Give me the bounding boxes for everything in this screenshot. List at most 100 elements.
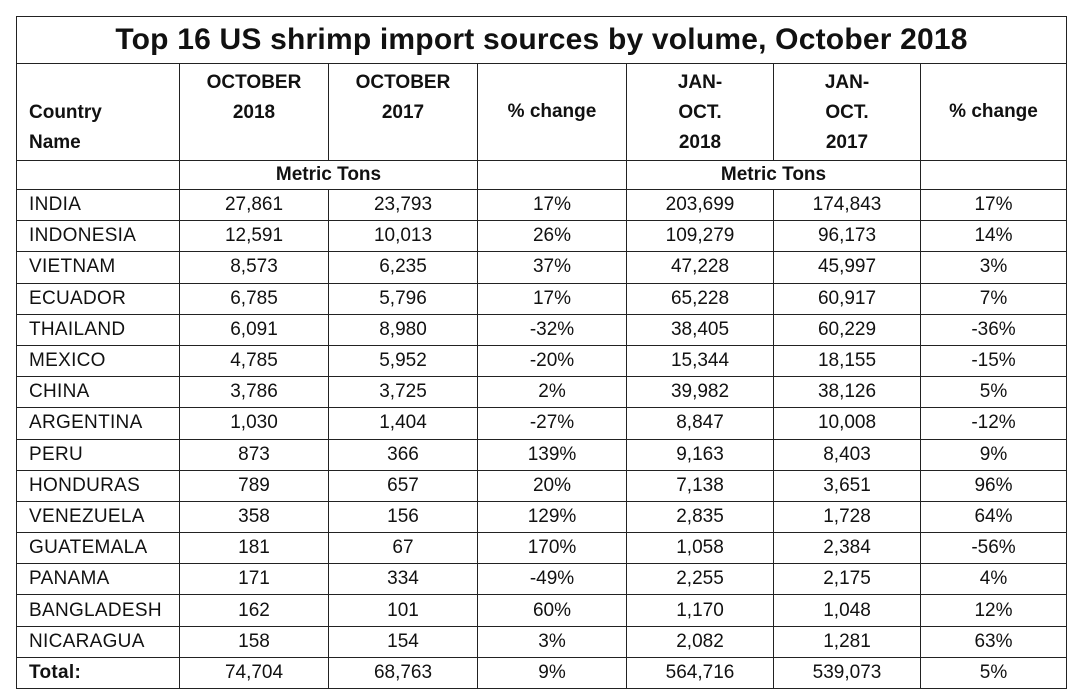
value-cell-ytd2017: 1,728	[773, 500, 921, 534]
value-cell-oct2018: 171	[179, 563, 329, 596]
shrimp-import-table: Top 16 US shrimp import sources by volum…	[15, 16, 1068, 690]
value-cell-pct_ytd: 5%	[919, 656, 1068, 690]
value-cell-pct_ytd: 4%	[919, 563, 1068, 596]
value-cell-pct_oct: 60%	[477, 594, 627, 627]
value-cell-pct_ytd: 17%	[919, 188, 1068, 222]
value-cell-pct_oct: 170%	[477, 532, 627, 565]
value-cell-pct_oct: -27%	[477, 407, 627, 440]
value-cell-ytd2018: 8,847	[626, 407, 774, 440]
value-cell-oct2017: 68,763	[328, 656, 478, 690]
column-header-line: % change	[949, 101, 1038, 122]
value-cell-pct_ytd: 63%	[919, 625, 1068, 658]
table-title: Top 16 US shrimp import sources by volum…	[15, 16, 1068, 64]
column-header-line: Name	[29, 132, 81, 153]
value-cell-ytd2018: 65,228	[626, 282, 774, 315]
value-cell-pct_oct: 9%	[477, 656, 627, 690]
column-header-line: 2018	[678, 132, 722, 153]
value-cell-pct_oct: 139%	[477, 438, 627, 471]
value-cell-pct_oct: -20%	[477, 344, 627, 378]
country-name-cell: VENEZUELA	[16, 500, 180, 534]
value-cell-oct2018: 6,785	[179, 282, 329, 315]
value-cell-ytd2018: 203,699	[626, 188, 774, 222]
value-cell-ytd2017: 539,073	[773, 656, 921, 690]
value-cell-ytd2018: 38,405	[626, 313, 774, 346]
value-cell-pct_ytd: 12%	[919, 594, 1068, 627]
value-cell-oct2018: 789	[179, 469, 329, 502]
value-cell-oct2017: 23,793	[328, 188, 478, 222]
value-cell-pct_ytd: 7%	[919, 282, 1068, 315]
value-cell-ytd2017: 96,173	[773, 220, 921, 253]
total-row: Total: 74,704 68,763 9% 564,716 539,073 5%	[16, 656, 1068, 690]
value-cell-oct2018: 6,091	[179, 313, 329, 346]
column-header-pct_oct: % change	[477, 63, 627, 161]
value-cell-oct2018: 12,591	[179, 220, 329, 253]
value-cell-pct_oct: 17%	[477, 188, 627, 222]
value-cell-ytd2018: 109,279	[626, 220, 774, 253]
value-cell-ytd2017: 45,997	[773, 251, 921, 284]
value-cell-pct_oct: 3%	[477, 625, 627, 658]
value-cell-pct_ytd: 14%	[919, 220, 1068, 253]
value-cell-pct_ytd: 5%	[919, 376, 1068, 409]
column-header-line: OCT.	[825, 102, 869, 123]
value-cell-oct2017: 8,980	[328, 313, 478, 346]
column-header-line: JAN-	[677, 72, 723, 93]
value-cell-ytd2017: 2,175	[773, 563, 921, 596]
value-cell-ytd2018: 2,082	[626, 625, 774, 658]
value-cell-oct2018: 27,861	[179, 188, 329, 222]
value-cell-pct_oct: 37%	[477, 251, 627, 284]
value-cell-oct2017: 366	[328, 438, 478, 471]
country-name-cell: MEXICO	[16, 344, 180, 378]
country-name-cell: HONDURAS	[16, 469, 180, 502]
country-name-cell: GUATEMALA	[16, 532, 180, 565]
column-header-line: OCTOBER	[206, 72, 302, 93]
value-cell-oct2017: 5,952	[328, 344, 478, 378]
value-cell-ytd2018: 1,170	[626, 594, 774, 627]
value-cell-pct_ytd: -12%	[919, 407, 1068, 440]
value-cell-oct2018: 158	[179, 625, 329, 658]
value-cell-ytd2017: 2,384	[773, 532, 921, 565]
unit-cell-empty	[16, 160, 180, 190]
column-header-line: OCTOBER	[355, 72, 451, 93]
value-cell-ytd2018: 9,163	[626, 438, 774, 471]
value-cell-oct2017: 67	[328, 532, 478, 565]
value-cell-oct2017: 156	[328, 500, 478, 534]
value-cell-oct2018: 4,785	[179, 344, 329, 378]
value-cell-pct_oct: 129%	[477, 500, 627, 534]
column-header-row: Country Name OCTOBER 2018 OCTOBER 2017 % chang…	[16, 63, 1068, 161]
value-cell-ytd2018: 7,138	[626, 469, 774, 502]
total-label: Total:	[16, 656, 180, 690]
value-cell-pct_oct: -32%	[477, 313, 627, 346]
unit-cell-empty	[919, 160, 1068, 190]
value-cell-oct2018: 358	[179, 500, 329, 534]
value-cell-oct2018: 181	[179, 532, 329, 565]
country-name-cell: THAILAND	[16, 313, 180, 346]
value-cell-pct_ytd: -15%	[919, 344, 1068, 378]
table-row: PERU 873 366 139% 9,163 8,403 9%	[16, 438, 1068, 471]
table-row: GUATEMALA 181 67 170% 1,058 2,384 -56%	[16, 532, 1068, 565]
table-row: HONDURAS 789 657 20% 7,138 3,651 96%	[16, 469, 1068, 502]
value-cell-ytd2017: 10,008	[773, 407, 921, 440]
value-cell-pct_ytd: 9%	[919, 438, 1068, 471]
value-cell-ytd2018: 47,228	[626, 251, 774, 284]
value-cell-oct2017: 334	[328, 563, 478, 596]
value-cell-ytd2018: 15,344	[626, 344, 774, 378]
table-body: INDIA 27,861 23,793 17% 203,699 174,843 17% IND…	[16, 188, 1068, 690]
country-name-cell: PANAMA	[16, 563, 180, 596]
value-cell-pct_oct: 26%	[477, 220, 627, 253]
value-cell-pct_ytd: 96%	[919, 469, 1068, 502]
value-cell-oct2017: 3,725	[328, 376, 478, 409]
value-cell-oct2018: 74,704	[179, 656, 329, 690]
column-header-line: % change	[507, 101, 597, 122]
table-row: BANGLADESH 162 101 60% 1,170 1,048 12%	[16, 594, 1068, 627]
unit-label-ytd: Metric Tons	[626, 160, 921, 190]
value-cell-pct_oct: 17%	[477, 282, 627, 315]
table-row: INDONESIA 12,591 10,013 26% 109,279 96,173 14%	[16, 220, 1068, 253]
column-header-line: Country	[29, 102, 102, 123]
column-header-pct_ytd: % change	[919, 63, 1068, 161]
country-name-cell: VIETNAM	[16, 251, 180, 284]
column-header-line: 2017	[825, 132, 869, 153]
value-cell-ytd2018: 39,982	[626, 376, 774, 409]
value-cell-oct2017: 5,796	[328, 282, 478, 315]
value-cell-ytd2017: 18,155	[773, 344, 921, 378]
table-row: PANAMA 171 334 -49% 2,255 2,175 4%	[16, 563, 1068, 596]
